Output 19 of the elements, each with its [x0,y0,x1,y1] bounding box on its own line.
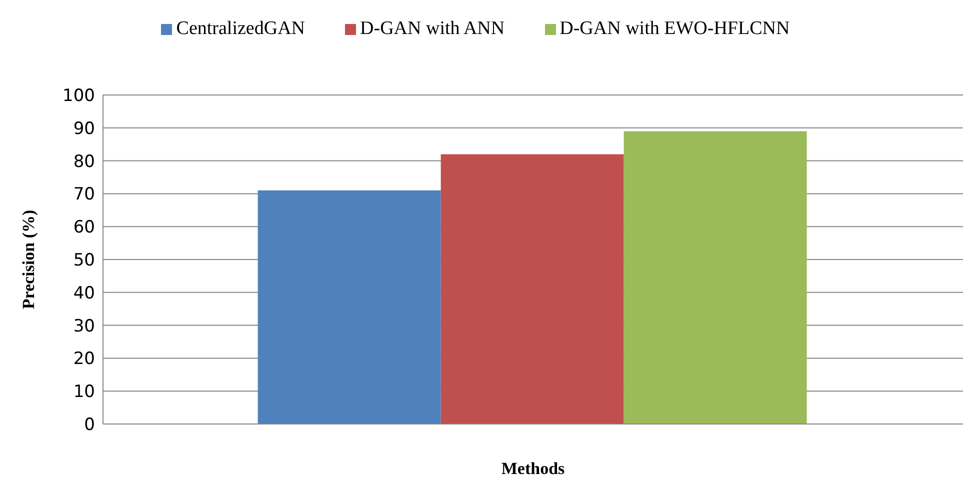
y-tick-label: 100 [62,86,95,106]
x-axis-title: Methods [501,459,566,478]
y-tick-label: 50 [73,250,95,271]
y-tick-label: 0 [84,415,95,436]
y-tick-label: 90 [73,118,95,139]
y-axis-title: Precision (%) [19,210,38,310]
bar [440,154,624,424]
y-tick-label: 10 [73,382,95,402]
legend-label: D-GAN with ANN [360,18,505,39]
legend-label: CentralizedGAN [176,18,306,39]
y-tick-label: 30 [73,316,95,336]
bar [258,190,441,424]
y-tick-label: 80 [73,152,95,172]
y-tick-label: 40 [73,283,95,304]
bar [624,131,807,424]
y-tick-label: 70 [73,184,95,205]
legend-label: D-GAN with EWO-HFLCNN [560,18,790,39]
y-tick-label: 60 [73,218,95,238]
y-tick-label: 20 [73,349,95,370]
